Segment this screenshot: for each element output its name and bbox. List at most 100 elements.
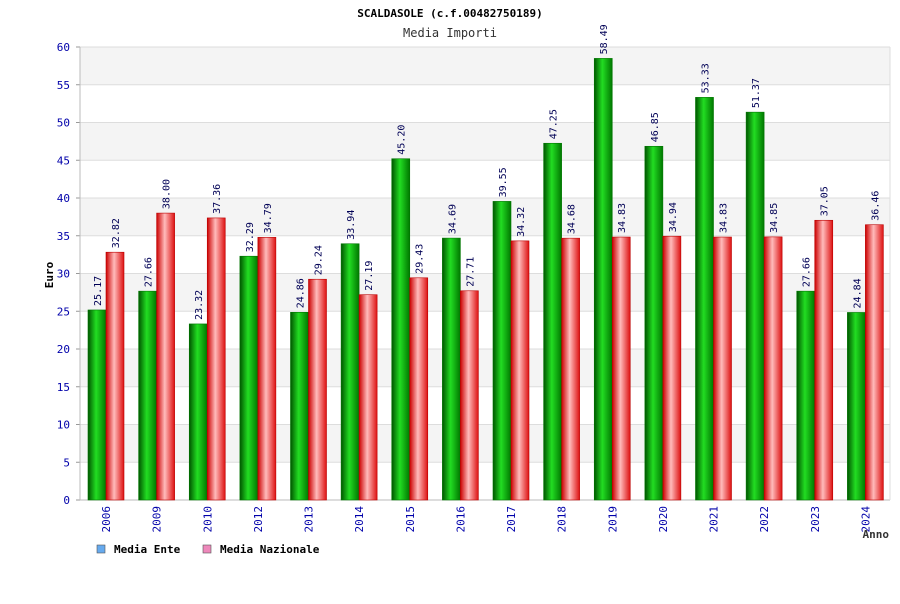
data-label: 32.29	[245, 222, 256, 252]
y-tick-label: 10	[57, 419, 70, 432]
data-label: 34.68	[567, 204, 578, 234]
y-axis-label: Euro	[43, 261, 56, 288]
bar-media-ente	[87, 309, 107, 501]
data-label: 38.00	[162, 179, 173, 209]
y-tick-labels: 0 5 10 15 20 25 30 35 40 45 50 55 60	[57, 41, 70, 507]
legend-label: Media Ente	[114, 543, 181, 556]
data-label: 27.19	[364, 261, 375, 291]
bar-media-nazionale	[865, 224, 884, 501]
bar-media-nazionale	[460, 290, 479, 501]
x-tick-label: 2012	[252, 506, 265, 533]
bars: 25.17 32.82 27.66 38.00 23.32 37.36 32.29 34.79…	[87, 24, 884, 501]
data-label: 29.24	[314, 245, 325, 275]
x-tick-label: 2017	[505, 506, 518, 533]
bar-media-ente	[695, 97, 714, 501]
legend-swatch	[96, 544, 106, 554]
data-label: 34.94	[668, 202, 679, 232]
legend-label: Media Nazionale	[220, 543, 320, 556]
y-tick-label: 40	[57, 192, 70, 205]
bar-media-nazionale	[763, 236, 783, 501]
data-label: 29.43	[415, 244, 426, 274]
bar-media-ente	[391, 158, 411, 501]
bar-media-nazionale	[257, 237, 277, 501]
data-label: 32.82	[111, 218, 122, 248]
x-tick-label: 2013	[303, 506, 316, 533]
y-tick-label: 30	[57, 268, 70, 281]
data-label: 23.32	[194, 290, 205, 320]
x-tick-label: 2010	[201, 506, 214, 533]
data-label: 34.83	[617, 203, 628, 233]
x-tick-label: 2015	[404, 506, 417, 533]
y-tick-label: 15	[57, 381, 70, 394]
bar-media-nazionale	[156, 212, 175, 501]
data-label: 34.83	[719, 203, 730, 233]
y-tick-label: 35	[57, 230, 70, 243]
y-tick-label: 45	[57, 154, 70, 167]
data-label: 25.17	[93, 276, 104, 306]
x-tick-label: 2016	[454, 506, 467, 533]
data-label: 39.55	[498, 167, 509, 197]
data-label: 24.84	[852, 278, 863, 308]
x-tick-label: 2024	[859, 506, 872, 533]
legend-swatch	[202, 544, 212, 554]
x-tick-label: 2014	[353, 506, 366, 533]
data-label: 34.32	[516, 207, 527, 237]
data-label: 51.37	[751, 78, 762, 108]
bar-media-nazionale	[409, 277, 429, 501]
data-label: 27.66	[144, 257, 155, 287]
data-label: 24.86	[296, 278, 307, 308]
x-tick-label: 2019	[606, 506, 619, 533]
bar-media-ente	[492, 201, 512, 501]
x-tick-label: 2018	[556, 506, 569, 533]
data-label: 53.33	[701, 63, 712, 93]
x-tick-label: 2022	[758, 506, 771, 533]
y-tick-label: 50	[57, 117, 70, 130]
grid-band	[80, 47, 890, 85]
y-tick-label: 5	[63, 456, 70, 469]
bar-media-ente	[290, 312, 309, 501]
x-tick-label: 2006	[100, 506, 113, 533]
data-label: 27.71	[465, 257, 476, 287]
bar-media-ente	[796, 290, 816, 501]
y-tick-label: 55	[57, 79, 70, 92]
data-label: 34.69	[447, 204, 458, 234]
data-label: 33.94	[346, 210, 357, 240]
legend: Media Ente Media Nazionale	[96, 543, 320, 556]
bar-media-ente	[644, 145, 664, 501]
chart-title: SCALDASOLE (c.f.00482750189)	[357, 7, 542, 20]
data-label: 37.05	[820, 186, 831, 216]
bar-media-ente	[188, 323, 208, 501]
y-tick-label: 60	[57, 41, 70, 54]
bar-media-ente	[340, 243, 360, 501]
bar-media-ente	[239, 255, 259, 501]
bar-media-nazionale	[611, 236, 631, 501]
x-tick-label: 2020	[657, 506, 670, 533]
bar-media-nazionale	[105, 251, 125, 501]
x-tick-label: 2021	[708, 506, 721, 533]
y-tick-label: 0	[63, 494, 70, 507]
bar-media-ente	[138, 290, 157, 501]
data-label: 36.46	[870, 191, 881, 221]
bar-media-nazionale	[308, 278, 327, 501]
bar-media-ente	[593, 58, 613, 501]
bar-media-nazionale	[662, 235, 682, 501]
y-tick-label: 25	[57, 305, 70, 318]
data-label: 45.20	[397, 125, 408, 155]
bar-media-nazionale	[510, 240, 530, 501]
bar-media-nazionale	[358, 294, 378, 501]
bar-media-ente	[543, 142, 562, 501]
data-label: 37.36	[212, 184, 223, 214]
x-tick-label: 2023	[809, 506, 822, 533]
data-label: 58.49	[599, 24, 610, 54]
bar-media-nazionale	[561, 237, 580, 501]
y-tick-label: 20	[57, 343, 70, 356]
data-label: 46.85	[650, 112, 661, 142]
bar-media-ente	[442, 237, 461, 501]
bar-media-ente	[847, 312, 866, 501]
chart-subtitle: Media Importi	[403, 26, 497, 40]
bar-media-nazionale	[713, 236, 732, 501]
bar-media-nazionale	[206, 217, 226, 501]
x-tick-labels: 2006 2009 2010 2012 2013 2014 2015 2016 2017 2018…	[100, 506, 872, 533]
